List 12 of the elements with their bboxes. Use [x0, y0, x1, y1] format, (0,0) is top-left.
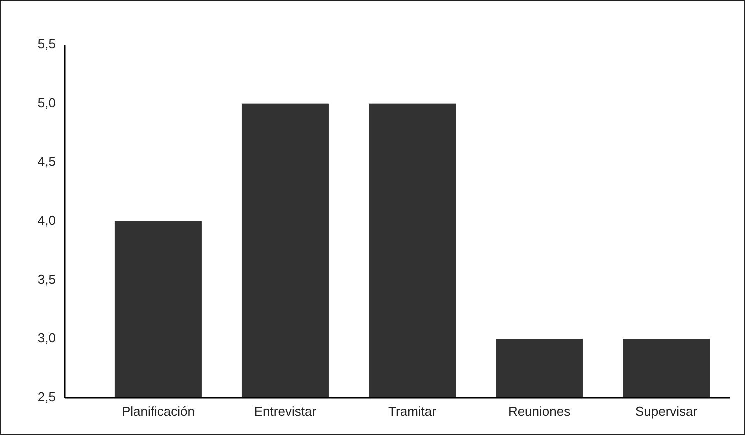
- y-tick-label: 4,5: [38, 154, 56, 170]
- x-tick-label: Tramitar: [388, 404, 438, 419]
- y-tick-label: 4,0: [38, 212, 56, 228]
- y-tick-label: 2,5: [38, 389, 56, 404]
- y-tick-label: 3,5: [38, 272, 56, 287]
- x-tick-label: Reuniones: [508, 404, 572, 419]
- x-tick-label: Planificación: [122, 404, 195, 419]
- y-tick-label: 3,0: [38, 330, 56, 346]
- y-tick-label: 5,5: [38, 36, 56, 52]
- x-tick-label: Entrevistar: [254, 404, 318, 419]
- y-tick-label: 5,0: [38, 95, 56, 110]
- x-tick-label: Supervisar: [635, 404, 698, 419]
